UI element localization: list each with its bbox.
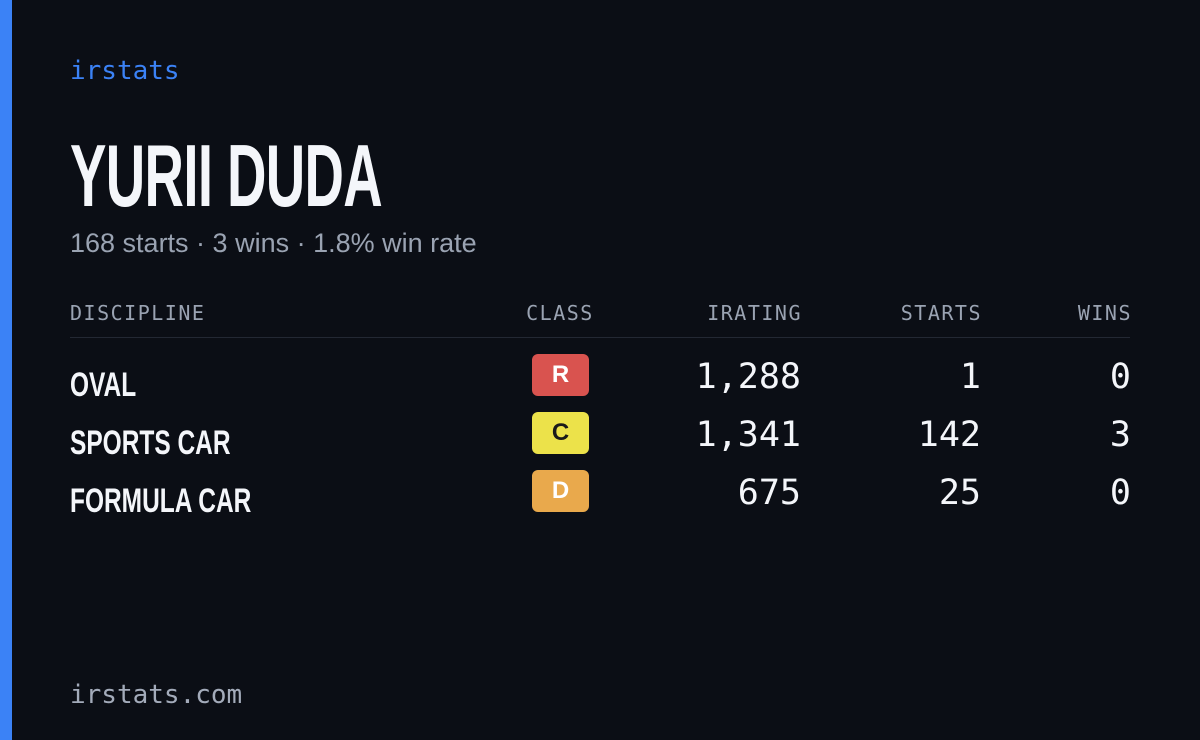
divider (70, 337, 1130, 338)
driver-name: YURII DUDA (70, 126, 383, 225)
wins: 0 (1109, 473, 1131, 513)
header-discipline: DISCIPLINE (70, 301, 206, 325)
class-badge: C (532, 412, 589, 454)
starts: 1 (959, 357, 981, 397)
discipline: FORMULA CAR (70, 482, 252, 520)
header-starts: STARTS (900, 301, 982, 325)
header-class: CLASS (526, 301, 594, 325)
header-wins: WINS (1077, 301, 1132, 325)
starts: 142 (917, 415, 981, 455)
footer-link[interactable]: irstats.com (70, 680, 243, 710)
brand[interactable]: irstats (70, 56, 180, 86)
discipline: SPORTS CAR (70, 424, 231, 462)
starts: 25 (938, 473, 981, 513)
wins: 3 (1109, 415, 1131, 455)
wins: 0 (1109, 357, 1131, 397)
class-badge: D (532, 470, 589, 512)
header-irating: IRATING (707, 301, 802, 325)
accent-bar (0, 0, 12, 740)
irating: 675 (737, 473, 801, 513)
irating: 1,288 (695, 357, 801, 397)
irating: 1,341 (695, 415, 801, 455)
discipline: OVAL (70, 366, 137, 404)
driver-summary: 168 starts · 3 wins · 1.8% win rate (70, 228, 477, 258)
class-badge: R (532, 354, 589, 396)
